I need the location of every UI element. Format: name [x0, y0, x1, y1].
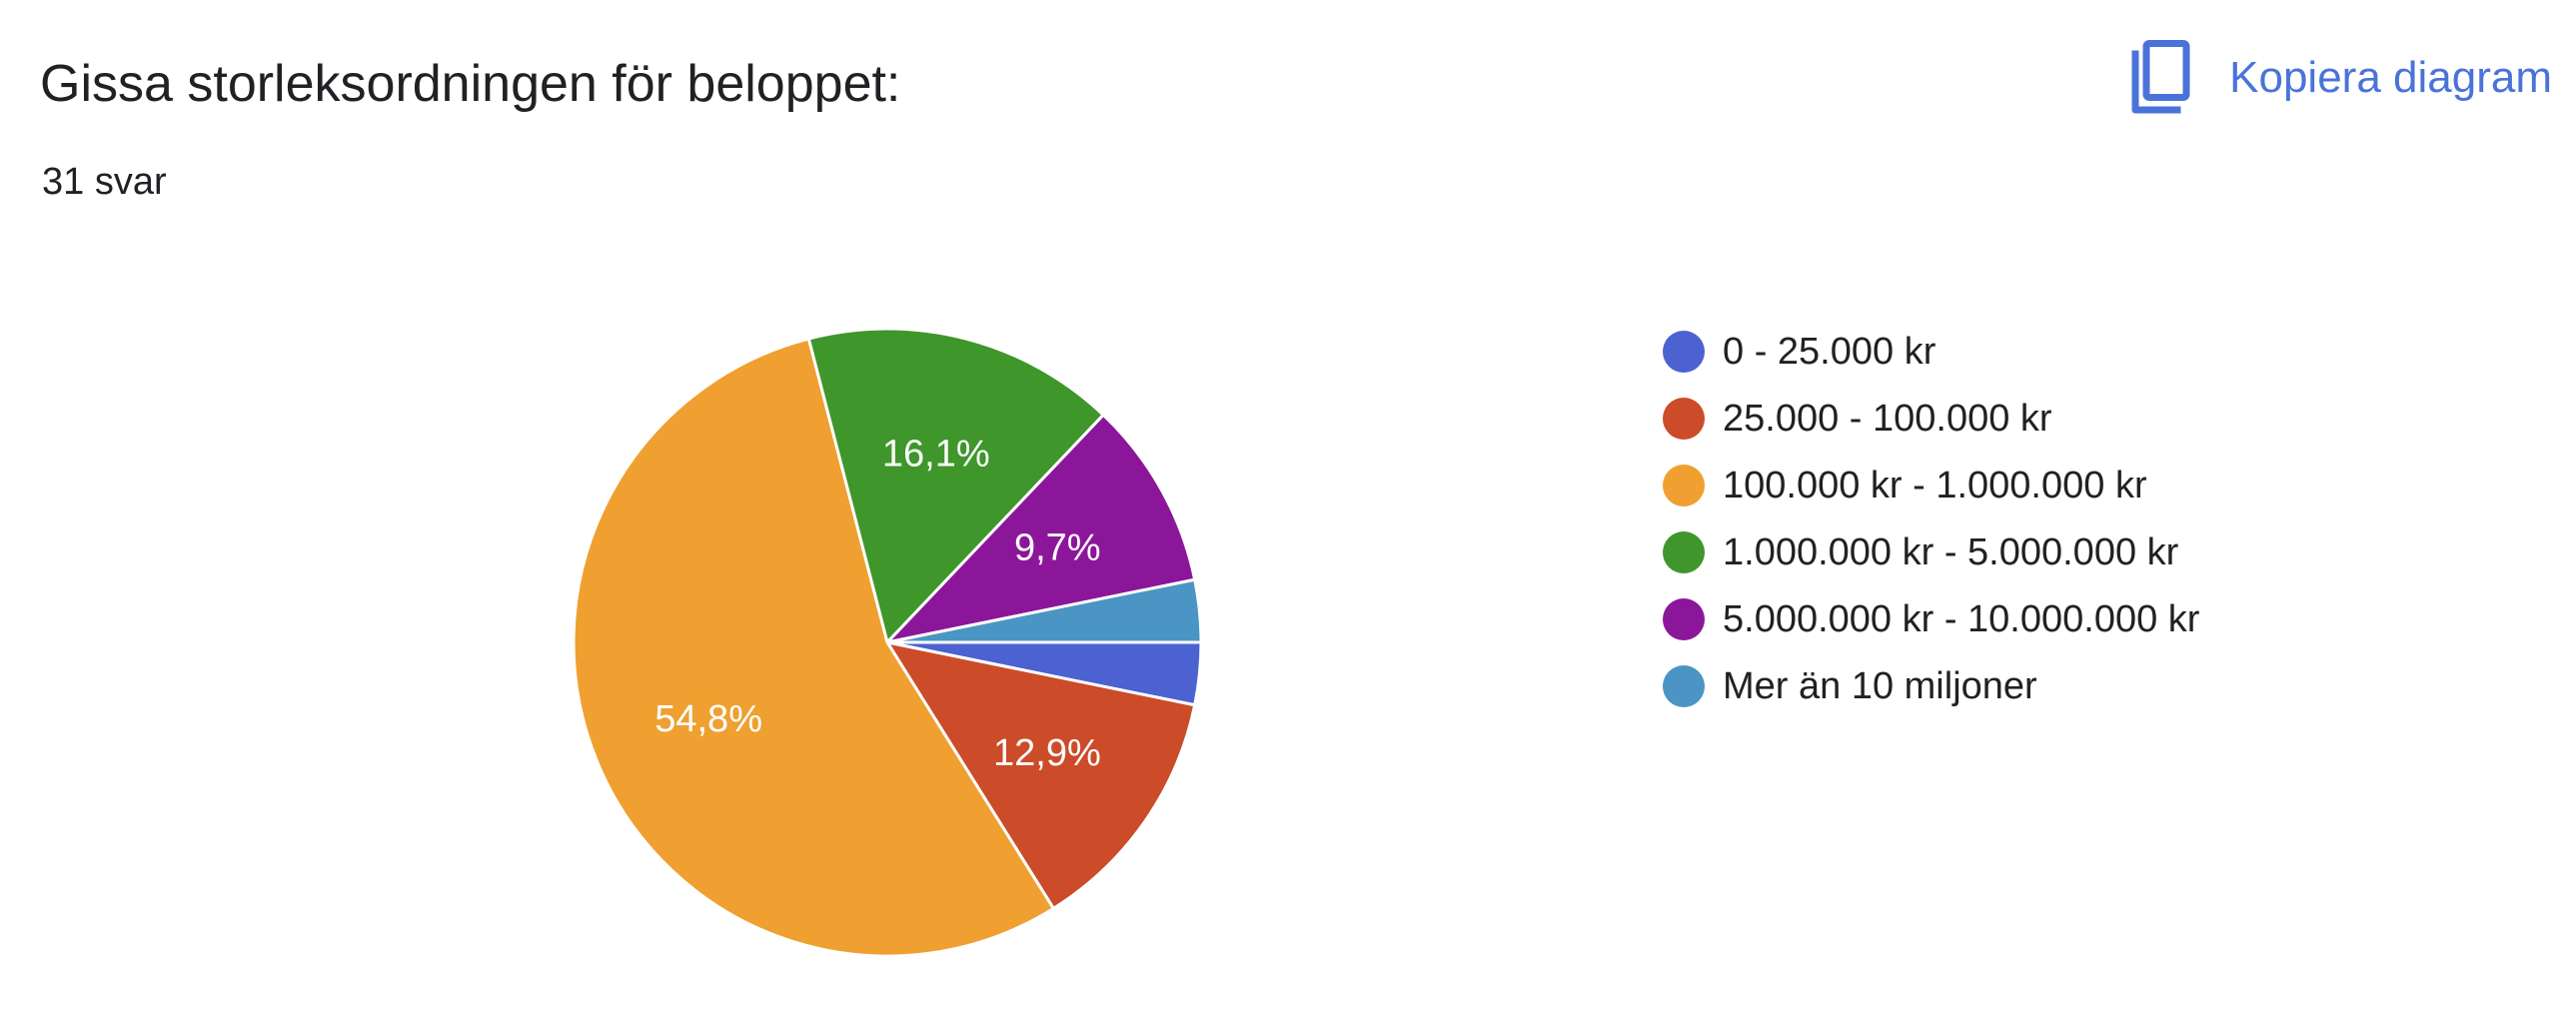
legend-swatch [1663, 397, 1705, 440]
legend-label: Mer än 10 miljoner [1723, 664, 2037, 707]
legend-item[interactable]: 0 - 25.000 kr [1663, 318, 2199, 385]
legend-item[interactable]: 1.000.000 kr - 5.000.000 kr [1663, 518, 2199, 585]
chart-legend: 0 - 25.000 kr 25.000 - 100.000 kr 100.000 … [1663, 318, 2199, 719]
page-title: Gissa storleksordningen för beloppet: [40, 55, 901, 113]
legend-label: 100.000 kr - 1.000.000 kr [1723, 464, 2147, 506]
legend-swatch [1663, 597, 1705, 640]
legend-swatch [1663, 664, 1705, 707]
copy-chart-label: Kopiera diagram [2229, 53, 2552, 102]
legend-swatch [1663, 464, 1705, 506]
legend-item[interactable]: Mer än 10 miljoner [1663, 652, 2199, 719]
pie-slice[interactable] [806, 327, 1105, 644]
response-count: 31 svar [42, 161, 167, 203]
copy-icon [2131, 40, 2190, 114]
pie-slice[interactable] [572, 337, 1055, 958]
legend-item[interactable]: 100.000 kr - 1.000.000 kr [1663, 452, 2199, 518]
slice-data-label: 54,8% [654, 698, 762, 740]
pie-slice[interactable] [885, 640, 1197, 910]
pie-slice[interactable] [885, 577, 1203, 644]
legend-label: 0 - 25.000 kr [1723, 330, 1936, 373]
legend-item[interactable]: 25.000 - 100.000 kr [1663, 385, 2199, 452]
copy-chart-button[interactable]: Kopiera diagram [2127, 38, 2552, 118]
slice-data-label: 16,1% [882, 434, 990, 476]
legend-label: 1.000.000 kr - 5.000.000 kr [1723, 530, 2179, 573]
legend-label: 25.000 - 100.000 kr [1723, 397, 2052, 440]
slice-data-label: 9,7% [1014, 527, 1101, 569]
legend-swatch [1663, 330, 1705, 373]
legend-swatch [1663, 530, 1705, 573]
legend-item[interactable]: 5.000.000 kr - 10.000.000 kr [1663, 585, 2199, 652]
slice-data-label: 12,9% [993, 732, 1101, 774]
legend-label: 5.000.000 kr - 10.000.000 kr [1723, 597, 2200, 640]
pie-slice[interactable] [885, 413, 1197, 644]
